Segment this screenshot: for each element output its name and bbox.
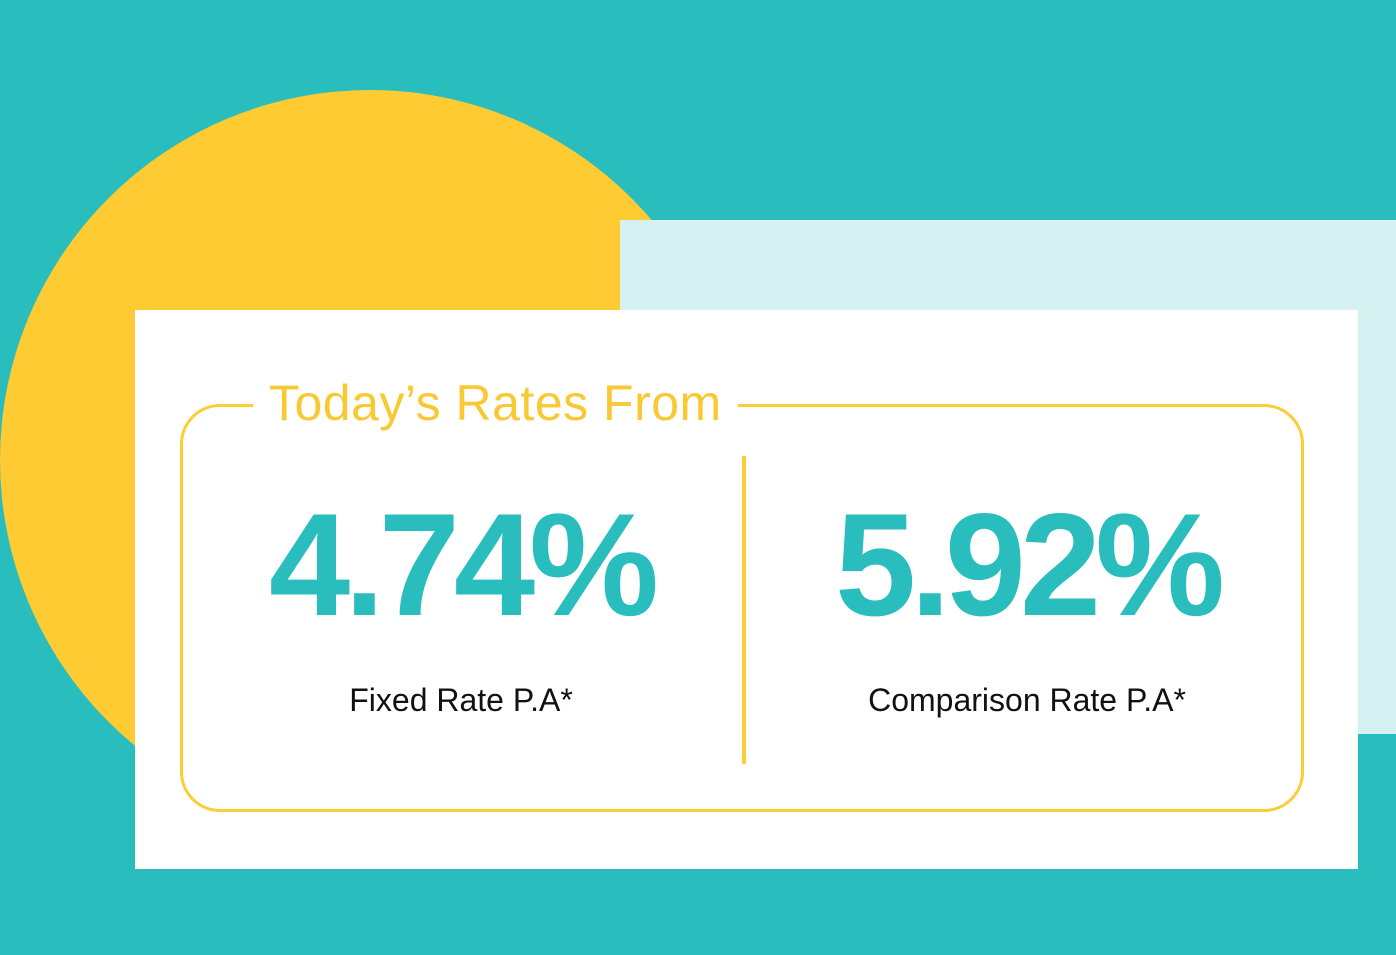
fixed-rate-block: 4.74% Fixed Rate P.A*	[231, 490, 691, 720]
rates-divider	[742, 456, 746, 764]
comparison-rate-block: 5.92% Comparison Rate P.A*	[797, 490, 1257, 720]
comparison-rate-label: Comparison Rate P.A*	[868, 682, 1186, 718]
rates-card: Today’s Rates From 4.74% Fixed Rate P.A*…	[135, 310, 1358, 869]
rates-title: Today’s Rates From	[253, 368, 738, 438]
rates-frame	[180, 404, 1304, 812]
comparison-rate-value: 5.92%	[835, 483, 1225, 646]
fixed-rate-label: Fixed Rate P.A*	[349, 682, 573, 718]
fixed-rate-value: 4.74%	[269, 483, 659, 646]
